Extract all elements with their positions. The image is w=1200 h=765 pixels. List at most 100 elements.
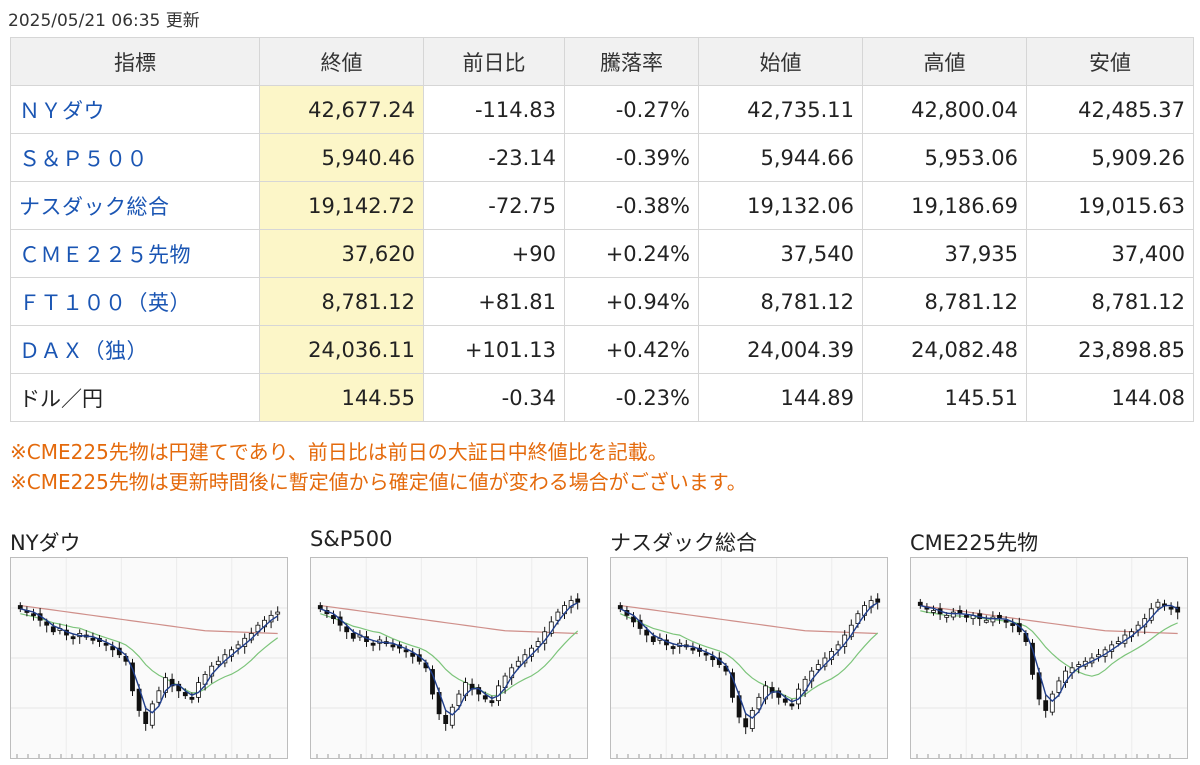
candle-body [169,678,175,687]
candle-body [1049,693,1055,713]
rate-value: -0.27% [564,85,699,134]
rate-value: -0.38% [564,181,699,230]
candle-body [1076,664,1082,667]
open-value: 8,781.12 [698,277,863,326]
close-value: 19,142.72 [259,181,424,230]
indicator-link[interactable]: ＮＹダウ [19,98,105,123]
open-value: 37,540 [698,229,863,278]
candle-body [110,646,116,651]
candle-body [690,647,696,651]
chart-thumbnail-cme225[interactable] [910,557,1188,759]
open-value: 144.89 [698,373,863,422]
candle-body [568,600,574,608]
candle-body [710,655,716,661]
short-moving-average-line [20,608,279,714]
candle-body [275,611,281,615]
open-value: 19,132.06 [698,181,863,230]
candle-body [789,703,795,707]
table-row: ＤＡＸ（独） 24,036.11 +101.13 +0.42% 24,004.39 24,… [10,325,1194,374]
change-value: -114.83 [423,85,565,134]
high-value: 145.51 [862,373,1027,422]
open-value: 42,735.11 [698,85,863,134]
table-row: ＮＹダウ 42,677.24 -114.83 -0.27% 42,735.11 42,80… [10,85,1194,134]
candle-body [209,665,215,677]
high-value: 37,935 [862,229,1027,278]
open-value: 5,944.66 [698,133,863,182]
indicator-name-cell[interactable]: ＦＴ１００（英） [10,277,260,326]
table-header-row: 指標 終値 前日比 騰落率 始値 高値 安値 [10,37,1194,86]
candle-body [944,614,950,618]
header-low: 安値 [1026,37,1194,86]
high-value: 8,781.12 [862,277,1027,326]
indicator-name-cell[interactable]: Ｓ＆Ｐ５００ [10,133,260,182]
candle-body [189,696,195,700]
chart-title-sp500[interactable]: S&P500 [310,527,393,551]
long-moving-average-line [320,604,578,635]
short-moving-average-line [920,604,1179,703]
candle-body [390,644,396,648]
rate-value: +0.24% [564,229,699,278]
close-value: 144.55 [259,373,424,422]
candle-body [350,633,356,639]
candle-body [990,616,996,623]
indicator-link[interactable]: ナスダック総合 [19,194,170,219]
chart-title-nydow[interactable]: NYダウ [10,531,81,555]
long-moving-average-line [20,604,278,635]
chart-thumbnail-nasdaq[interactable] [610,557,888,759]
candle-body [130,662,135,692]
candle-body [1096,654,1101,658]
indicator-name-cell[interactable]: ＮＹダウ [10,85,260,134]
candle-body [931,610,936,613]
candle-body [70,636,76,640]
candle-body [730,672,735,698]
note-line: ※CME225先物は更新時間後に暫定値から確定値に値が変わる場合がございます。 [10,470,747,494]
candle-body [403,649,409,653]
indicator-name-cell[interactable]: ナスダック総合 [10,181,260,230]
close-value: 8,781.12 [259,277,424,326]
long-moving-average-line [920,604,1178,635]
chart-thumbnail-sp500[interactable] [310,557,588,759]
table-row: ＦＴ１００（英） 8,781.12 +81.81 +0.94% 8,781.12 8,78… [10,277,1194,326]
header-rate: 騰落率 [564,37,699,86]
market-index-table: 指標 終値 前日比 騰落率 始値 高値 安値 ＮＹダウ 42,677.24 -114… [10,37,1194,422]
candle-body [344,626,350,633]
low-value: 23,898.85 [1026,325,1194,374]
candle-body [631,616,636,623]
change-value: -72.75 [423,181,565,230]
long-moving-average-line [620,604,878,635]
candle-body [317,605,323,610]
candle-body [156,690,162,703]
chart-thumbnail-nydow[interactable] [10,557,288,759]
candle-body [575,598,581,603]
indicator-name-cell[interactable]: ＣＭＥ２２５先物 [10,229,260,278]
indicator-link[interactable]: ＦＴ１００（英） [19,290,191,315]
candle-body [1168,606,1174,610]
table-row: ＣＭＥ２２５先物 37,620 +90 +0.24% 37,540 37,935 37,40… [10,229,1194,278]
candle-body [782,698,788,703]
indicator-link[interactable]: Ｓ＆Ｐ５００ [19,146,148,171]
candle-body [555,611,561,621]
header-close: 終値 [259,37,424,86]
chart-title-nasdaq[interactable]: ナスダック総合 [610,531,757,555]
rate-value: -0.23% [564,373,699,422]
close-value: 42,677.24 [259,85,424,134]
candle-body [449,706,455,726]
notes: ※CME225先物は円建てであり、前日比は前日の大証日中終値比を記載。 ※CME… [10,437,747,497]
header-high: 高値 [862,37,1027,86]
mid-moving-average-line [920,610,1178,677]
candle-body [964,614,969,618]
candle-body [410,652,416,657]
low-value: 19,015.63 [1026,181,1194,230]
candle-body [430,669,435,695]
short-moving-average-line [619,602,879,720]
indicator-name-cell[interactable]: ＤＡＸ（独） [10,325,260,374]
mid-moving-average-line [20,613,279,694]
chart-title-cme225[interactable]: CME225先物 [910,531,1039,555]
candle-body [1010,623,1016,626]
indicator-link[interactable]: ＣＭＥ２２５先物 [19,242,191,267]
header-open: 始値 [698,37,863,86]
indicator-link[interactable]: ＤＡＸ（独） [19,338,148,363]
candle-body [535,641,541,647]
candle-body [835,644,841,651]
high-value: 42,800.04 [862,85,1027,134]
